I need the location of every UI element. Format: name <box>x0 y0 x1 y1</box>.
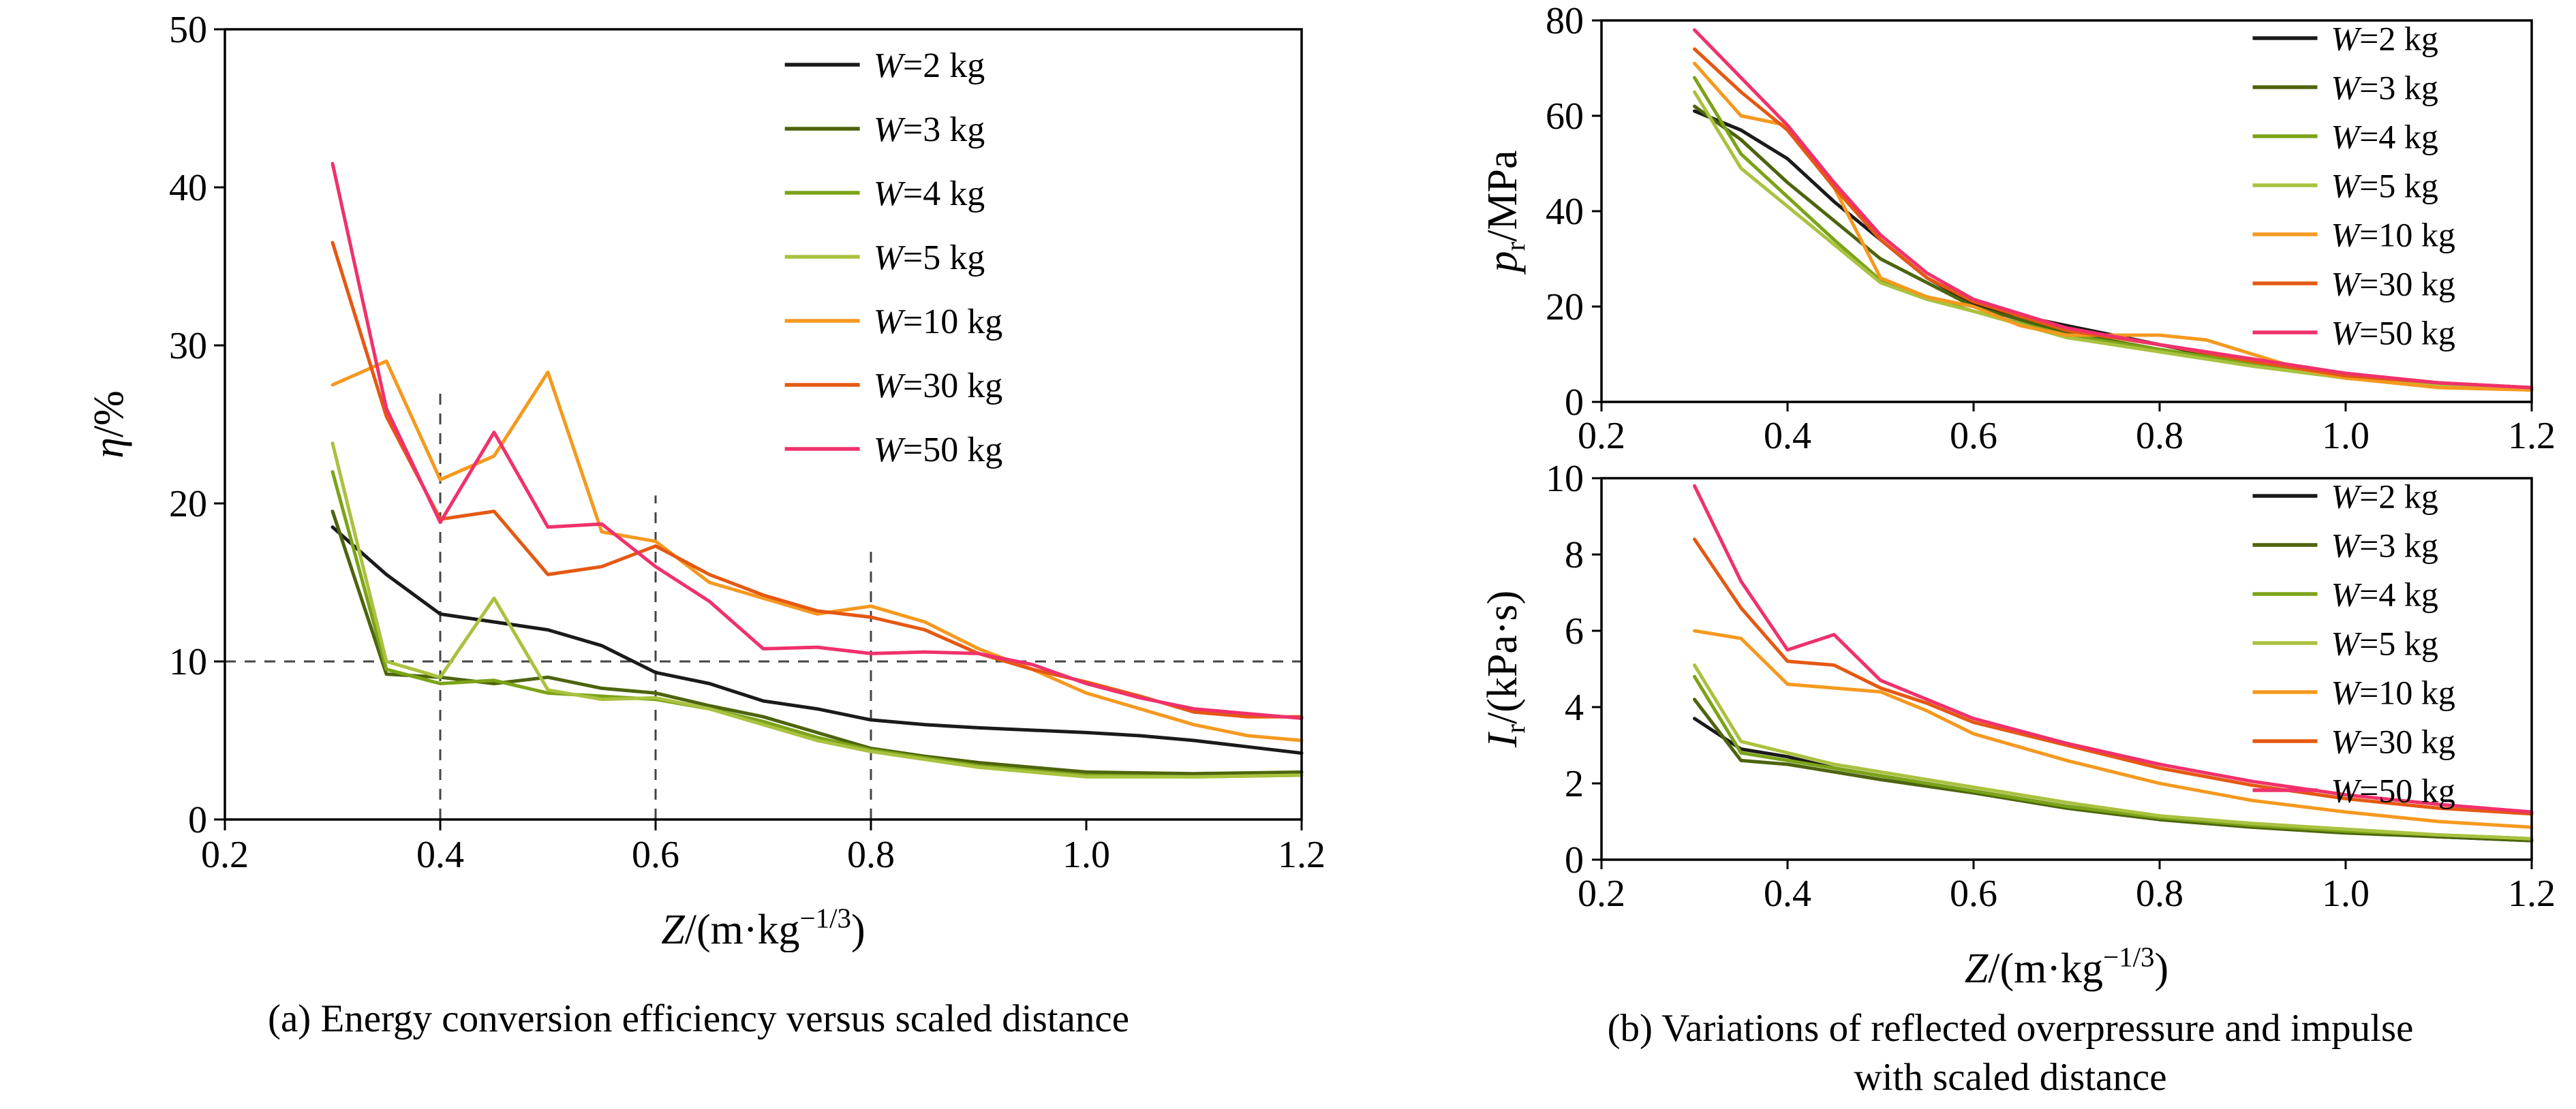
y-tick-label: 8 <box>1565 534 1584 576</box>
plot-border <box>224 28 1303 821</box>
legend-label: W=50 kg <box>2331 772 2455 810</box>
panel-a: 0.2 0.4 0.6 0.8 1.0 1.2 0 10 20 30 40 50 Z/(m·kg−1/3… <box>65 5 1332 1044</box>
x-tick-label: 0.8 <box>2136 415 2183 455</box>
legend-label: W=4 kg <box>874 174 985 213</box>
x-tick-label: 0.6 <box>632 834 679 876</box>
legend-label: W=3 kg <box>874 110 985 149</box>
series-line-5 <box>1693 663 2534 841</box>
legend-label: W=30 kg <box>2331 265 2455 303</box>
legend-label: W=4 kg <box>2331 118 2438 156</box>
y-tick-label: 60 <box>1546 95 1584 138</box>
y-tick-label: 80 <box>1546 5 1584 42</box>
y-tick-label: 10 <box>169 641 207 683</box>
plot-border <box>1600 477 2533 861</box>
series-line-50 <box>1693 28 2534 390</box>
chart-reflected-overpressure: 0.2 0.4 0.6 0.8 1.0 1.2 0 20 40 60 80 pr/MPa W=2 kg W… <box>1479 5 2556 455</box>
series-line-5 <box>331 441 1304 779</box>
x-tick-label: 0.4 <box>416 834 464 876</box>
legend-label: W=10 kg <box>874 302 1003 341</box>
y-tick-label: 0 <box>188 799 207 841</box>
legend-label: W=5 kg <box>2331 167 2438 205</box>
series-line-10 <box>1693 629 2534 829</box>
legend-label: W=5 kg <box>874 238 985 277</box>
y-tick-label: 0 <box>1565 381 1584 424</box>
legend-label: W=50 kg <box>2331 314 2455 352</box>
y-tick-label: 40 <box>1546 191 1584 233</box>
x-tick-label: 1.2 <box>2508 415 2556 455</box>
legend-label: W=2 kg <box>2331 20 2438 58</box>
x-tick-label: 0.2 <box>201 834 249 876</box>
x-tick-label: 1.0 <box>2322 873 2370 915</box>
x-axis-label: Z/(m·kg−1/3) <box>661 902 865 952</box>
series-line-50 <box>331 161 1304 720</box>
series-line-50 <box>1693 484 2534 814</box>
caption-b-line1: (b) Variations of reflected overpressure… <box>1607 1007 2414 1050</box>
series-line-2 <box>331 525 1304 755</box>
x-tick-label: 0.4 <box>1764 415 1811 455</box>
x-tick-label: 1.2 <box>2508 873 2556 915</box>
series-line-30 <box>1693 47 2534 390</box>
legend-label: W=30 kg <box>2331 723 2455 761</box>
series-line-10 <box>331 359 1304 743</box>
x-tick-label: 0.4 <box>1764 873 1811 915</box>
legend-label: W=3 kg <box>2331 527 2438 565</box>
y-tick-label: 30 <box>169 325 207 367</box>
caption-b: (b) Variations of reflected overpressure… <box>1465 1004 2556 1102</box>
legend-label: W=10 kg <box>2331 216 2455 254</box>
x-tick-label: 0.2 <box>1578 415 1625 455</box>
y-tick-label: 20 <box>1546 286 1584 328</box>
x-tick-label: 0.8 <box>847 834 895 876</box>
chart-reflected-impulse: 0.2 0.4 0.6 0.8 1.0 1.2 0 2 4 6 8 10 Z/(m·kg−1/3) Ir/… <box>1479 463 2556 992</box>
legend-label: W=2 kg <box>2331 478 2438 516</box>
y-tick-label: 2 <box>1565 763 1584 805</box>
caption-a: (a) Energy conversion efficiency versus … <box>267 997 1130 1040</box>
x-tick-label: 0.8 <box>2136 873 2183 915</box>
legend-label: W=50 kg <box>874 431 1003 469</box>
y-tick-label: 40 <box>169 167 207 209</box>
y-axis-label: pr/MPa <box>1479 150 1531 275</box>
y-tick-label: 4 <box>1565 687 1584 729</box>
series-line-3 <box>1693 698 2534 843</box>
x-tick-label: 0.6 <box>1950 873 1997 915</box>
x-tick-label: 0.2 <box>1578 873 1625 915</box>
legend-label: W=5 kg <box>2331 625 2438 663</box>
y-tick-label: 0 <box>1565 839 1584 881</box>
legend-label: W=2 kg <box>874 46 985 85</box>
legend-label: W=30 kg <box>874 366 1003 405</box>
x-tick-label: 1.0 <box>2322 415 2370 455</box>
x-tick-label: 1.2 <box>1278 834 1325 876</box>
legend-label: W=3 kg <box>2331 69 2438 107</box>
y-tick-label: 10 <box>1546 463 1584 500</box>
x-tick-label: 1.0 <box>1062 834 1110 876</box>
panel-b: 0.2 0.4 0.6 0.8 1.0 1.2 0 20 40 60 80 pr/MPa W=2 kg W… <box>1465 5 2556 1102</box>
y-tick-label: 50 <box>169 9 207 51</box>
x-tick-label: 0.6 <box>1950 415 1997 455</box>
x-axis-label: Z/(m·kg−1/3) <box>1965 941 2168 992</box>
y-tick-label: 6 <box>1565 610 1584 653</box>
y-axis-label: Ir/(kPa·s) <box>1479 591 1531 749</box>
chart-energy-efficiency: 0.2 0.4 0.6 0.8 1.0 1.2 0 10 20 30 40 50 Z/(m·kg−1/3… <box>86 9 1325 952</box>
legend-label: W=10 kg <box>2331 674 2455 712</box>
series-line-3 <box>331 510 1304 776</box>
legend-label: W=4 kg <box>2331 576 2438 614</box>
series-line-30 <box>1693 537 2534 816</box>
y-tick-label: 20 <box>169 483 207 525</box>
caption-b-line2: with scaled distance <box>1854 1055 2167 1099</box>
y-axis-label: η/% <box>86 390 132 458</box>
